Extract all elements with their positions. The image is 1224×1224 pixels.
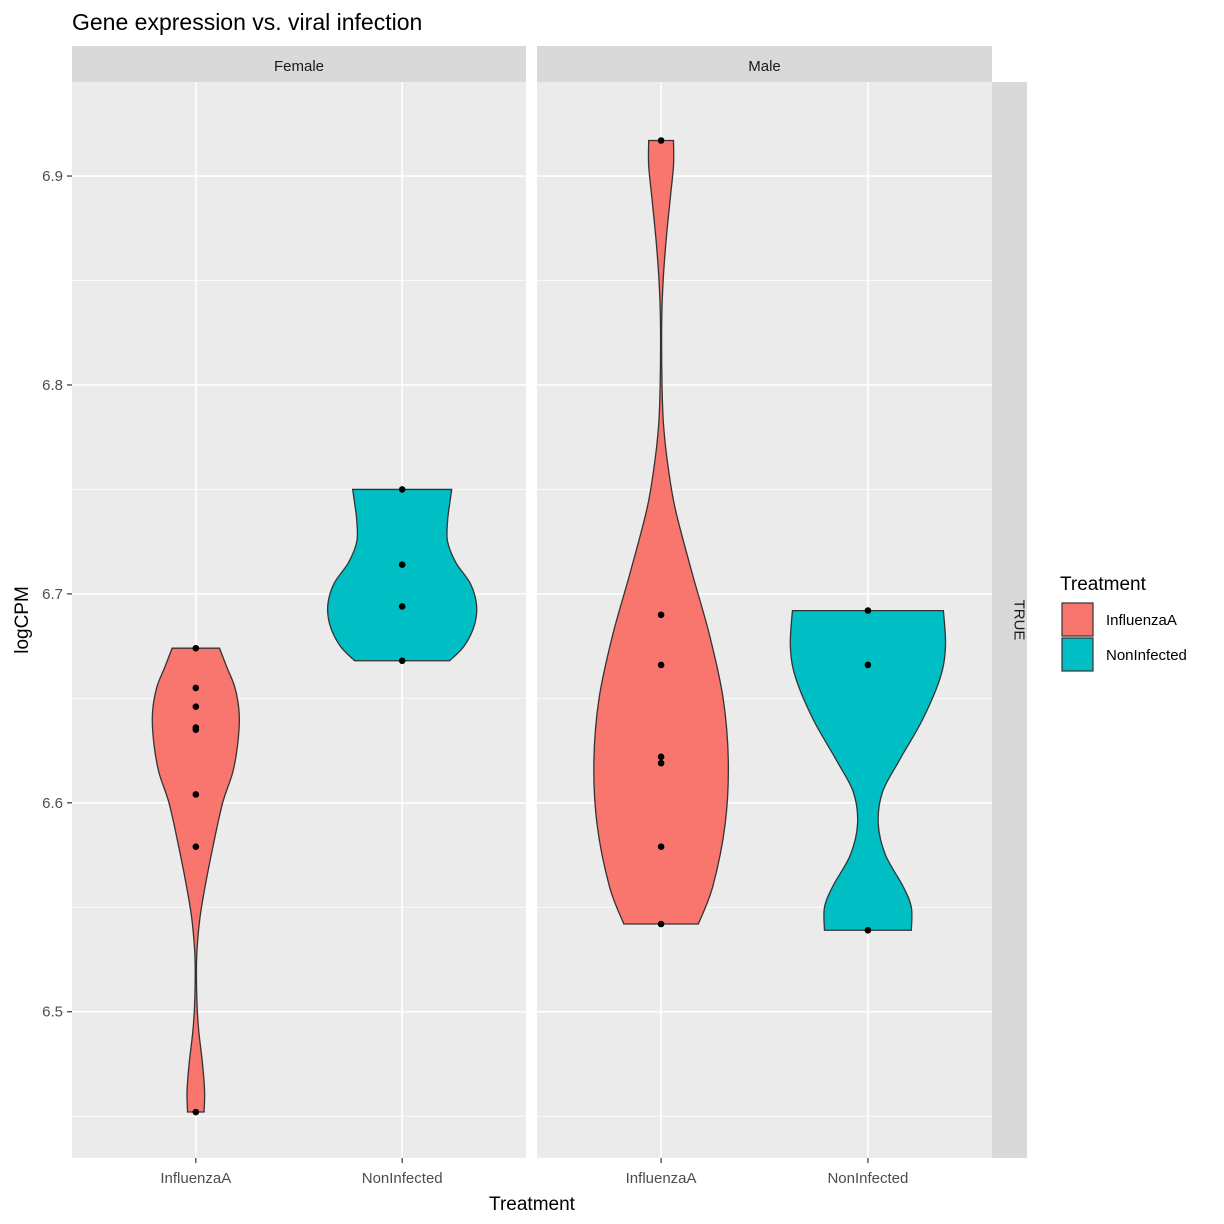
data-point [398, 603, 406, 610]
data-point [657, 661, 665, 669]
data-point [657, 753, 665, 761]
data-point [398, 657, 406, 665]
facet-row-strip [992, 82, 1027, 1158]
y-tick-label: 6.9 [42, 168, 63, 185]
legend-key-noninfected [1061, 637, 1094, 672]
plot-layer: Female InfluenzaA NonInfected Male Influenza… [42, 46, 1028, 1187]
data-point [864, 926, 872, 934]
facet-label-male: Male [748, 58, 781, 75]
legend-title: Treatment [1060, 574, 1147, 595]
chart-title: Gene expression vs. viral infection [72, 9, 422, 35]
facet-strip-female [72, 46, 526, 82]
data-point [864, 607, 872, 614]
x-tick-label: InfluenzaA [160, 1170, 231, 1187]
data-point [864, 661, 872, 669]
violin-male-influenzaa [593, 139, 730, 925]
data-point [192, 1108, 200, 1116]
facet-strip-male [537, 46, 992, 82]
legend-key-influenzaa [1061, 602, 1094, 637]
legend-label-influenzaa: InfluenzaA [1106, 612, 1177, 629]
y-tick-label: 6.8 [42, 377, 63, 394]
data-point [657, 843, 665, 850]
data-point [657, 759, 665, 767]
data-point [192, 644, 200, 652]
data-point [192, 684, 200, 692]
legend-label-noninfected: NonInfected [1106, 647, 1187, 664]
x-tick-label: InfluenzaA [626, 1170, 697, 1187]
data-point [398, 561, 406, 568]
data-point [192, 724, 200, 731]
y-tick-label: 6.5 [42, 1004, 63, 1021]
data-point [192, 791, 200, 798]
y-axis-title: logCPM [12, 586, 33, 654]
x-axis-title: Treatment [489, 1194, 576, 1215]
legend: Treatment InfluenzaA NonInfected [1060, 574, 1187, 672]
facet-label-female: Female [274, 58, 324, 75]
data-point [657, 137, 665, 144]
x-tick-label: NonInfected [827, 1170, 908, 1187]
y-tick-label: 6.7 [42, 586, 63, 603]
data-point [192, 703, 200, 711]
data-point [192, 843, 200, 850]
violin-female-noninfected [326, 488, 478, 662]
y-tick-label: 6.6 [42, 795, 63, 812]
violin-male-noninfected [789, 609, 947, 931]
violin-female-influenzaa [151, 647, 241, 1113]
data-point [657, 611, 665, 619]
facet-row-label: TRUE [1011, 600, 1028, 641]
data-point [657, 920, 665, 928]
data-point [398, 486, 406, 493]
x-tick-label: NonInfected [362, 1170, 443, 1187]
